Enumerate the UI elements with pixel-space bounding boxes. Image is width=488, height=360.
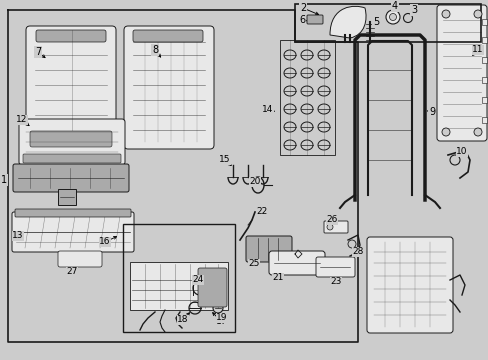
Text: 3: 3 (410, 5, 416, 15)
Text: 26: 26 (325, 216, 337, 225)
FancyBboxPatch shape (306, 15, 323, 24)
Circle shape (473, 10, 481, 18)
Circle shape (473, 128, 481, 136)
Bar (481, 19, 486, 25)
Text: 17: 17 (216, 318, 227, 327)
Text: 12: 12 (16, 116, 28, 125)
Text: 1: 1 (1, 175, 7, 185)
Text: 11: 11 (471, 45, 483, 54)
FancyBboxPatch shape (15, 209, 131, 217)
Text: 2: 2 (299, 3, 305, 13)
Text: 7: 7 (35, 47, 41, 57)
FancyBboxPatch shape (133, 30, 203, 42)
Bar (481, 57, 486, 63)
Text: 10: 10 (455, 148, 467, 157)
Text: 8: 8 (152, 45, 158, 55)
Bar (130, 262, 227, 310)
Circle shape (441, 128, 449, 136)
FancyBboxPatch shape (324, 221, 347, 233)
Circle shape (347, 240, 355, 248)
FancyBboxPatch shape (36, 30, 106, 42)
Bar (355, 38, 423, 198)
Text: 19: 19 (216, 314, 227, 323)
FancyBboxPatch shape (12, 212, 134, 252)
FancyBboxPatch shape (436, 5, 486, 141)
FancyBboxPatch shape (268, 251, 325, 275)
Bar (294, 4, 480, 42)
Bar (58, 189, 76, 205)
Text: 24: 24 (192, 275, 203, 284)
FancyBboxPatch shape (58, 251, 102, 267)
Text: 6: 6 (298, 15, 305, 25)
FancyBboxPatch shape (30, 131, 112, 147)
Text: 27: 27 (66, 267, 78, 276)
FancyBboxPatch shape (26, 26, 116, 149)
Circle shape (403, 13, 412, 22)
Circle shape (449, 155, 459, 165)
Circle shape (213, 303, 223, 313)
Bar (280, 40, 334, 155)
FancyBboxPatch shape (124, 26, 214, 149)
FancyBboxPatch shape (19, 119, 125, 165)
Circle shape (389, 13, 396, 21)
Circle shape (385, 10, 399, 24)
Text: 21: 21 (272, 274, 283, 283)
Text: 4: 4 (391, 1, 397, 11)
PathPatch shape (329, 6, 366, 38)
Bar (481, 77, 486, 83)
Text: 9: 9 (428, 107, 434, 117)
FancyBboxPatch shape (245, 236, 291, 262)
FancyBboxPatch shape (13, 164, 129, 192)
Text: 5: 5 (372, 17, 378, 27)
Circle shape (326, 224, 332, 230)
Text: 28: 28 (351, 248, 363, 256)
Text: 20: 20 (249, 177, 260, 186)
FancyBboxPatch shape (366, 237, 452, 333)
Bar (481, 37, 486, 43)
Text: 14: 14 (262, 105, 273, 114)
Text: 16: 16 (99, 238, 110, 247)
FancyBboxPatch shape (198, 268, 226, 307)
Bar (481, 97, 486, 103)
Text: 22: 22 (256, 207, 267, 216)
Circle shape (441, 10, 449, 18)
Text: 18: 18 (177, 315, 188, 324)
Text: 15: 15 (219, 156, 230, 165)
Text: 23: 23 (329, 278, 341, 287)
Text: 25: 25 (248, 260, 259, 269)
Text: 13: 13 (12, 231, 24, 240)
FancyBboxPatch shape (23, 154, 121, 163)
Bar (481, 117, 486, 123)
FancyBboxPatch shape (315, 257, 354, 277)
Bar (123, 224, 235, 332)
